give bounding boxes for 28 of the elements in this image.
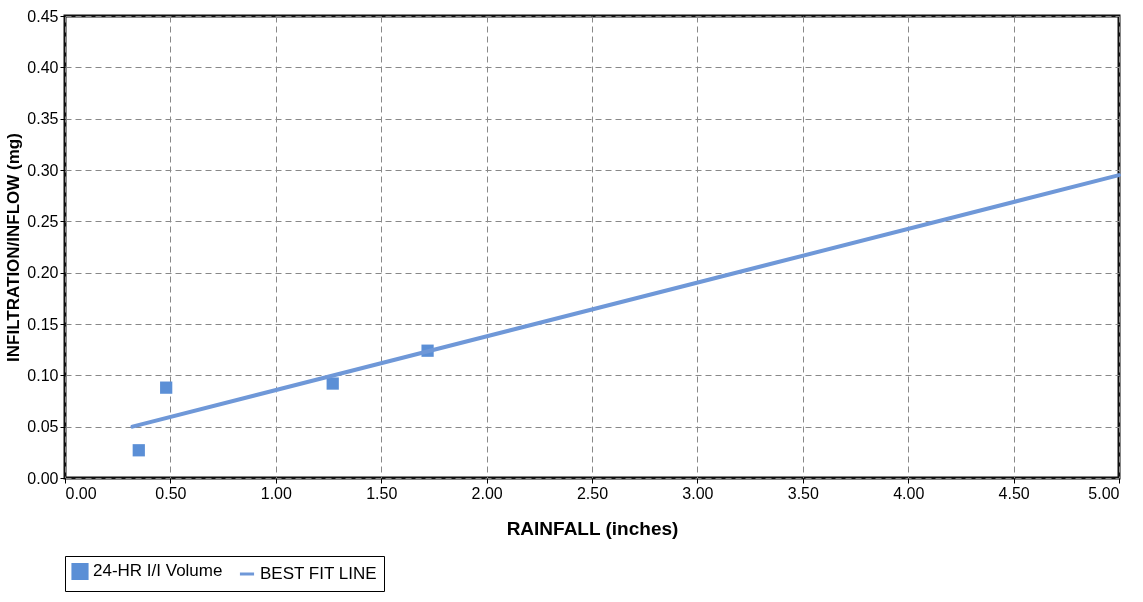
y-tick-label: 0.30 bbox=[27, 161, 59, 179]
x-tick-label: 4.50 bbox=[998, 484, 1030, 502]
y-tick-label: 0.40 bbox=[27, 58, 59, 76]
point bbox=[160, 381, 173, 394]
x-tick-label: 4.00 bbox=[893, 484, 925, 502]
y-tick-label: 0.10 bbox=[27, 366, 59, 384]
legend-label: 24-HR I/I Volume bbox=[93, 561, 223, 581]
y-axis-title: INFILTRATION/INFLOW (mg) bbox=[4, 133, 24, 362]
x-tick-label: 1.00 bbox=[260, 484, 292, 502]
y-tick-label: 0.20 bbox=[27, 264, 59, 282]
y-tick-label: 0.45 bbox=[27, 7, 59, 25]
point bbox=[132, 444, 145, 457]
x-tick-label: 3.50 bbox=[787, 484, 819, 502]
y-tick-label: 0.25 bbox=[27, 212, 59, 230]
y-tick-label: 0.15 bbox=[27, 315, 59, 333]
y-tick-label: 0.35 bbox=[27, 110, 59, 128]
point bbox=[326, 377, 339, 390]
x-tick-label: 3.00 bbox=[682, 484, 714, 502]
x-tick-label: 5.00 bbox=[1088, 484, 1120, 502]
y-tick-label: 0.05 bbox=[27, 418, 59, 436]
x-tick-label: 2.00 bbox=[471, 484, 503, 502]
y-tick-label: 0.00 bbox=[27, 469, 59, 487]
x-tick-label: 1.50 bbox=[366, 484, 398, 502]
x-tick-label: 0.00 bbox=[65, 484, 97, 502]
legend-label: BEST FIT LINE bbox=[260, 564, 377, 583]
x-axis-title: RAINFALL (inches) bbox=[506, 517, 679, 539]
x-tick-label: 2.50 bbox=[576, 484, 609, 502]
x-tick-label: 0.50 bbox=[155, 484, 187, 502]
